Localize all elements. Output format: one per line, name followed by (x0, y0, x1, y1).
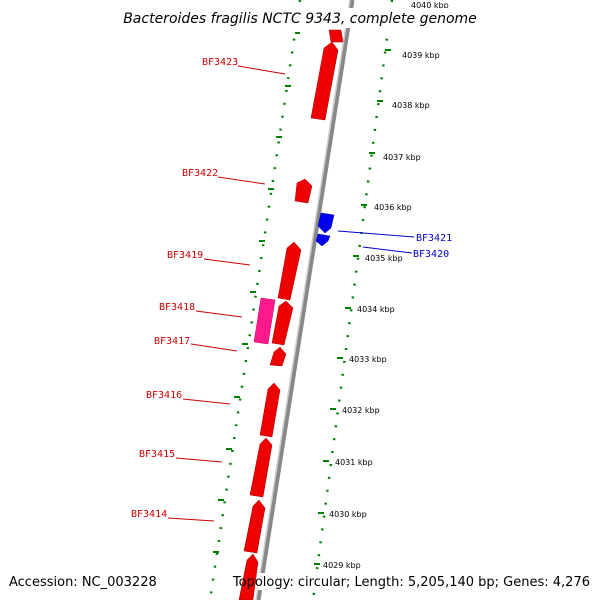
forward-genes (238, 29, 344, 600)
gene-bf3422[interactable] (294, 178, 313, 204)
gene-label-bf3421: BF3421 (416, 233, 452, 244)
tick-label-4032: 4032 kbp (342, 406, 380, 415)
leader-lines (167, 65, 415, 522)
gene-label-bf3422: BF3422 (182, 168, 218, 179)
genome-backbone-highlight (255, 0, 351, 600)
gene-label-bf3423: BF3423 (202, 57, 238, 68)
gene-bf3420[interactable] (315, 233, 331, 247)
tick-label-4029: 4029 kbp (323, 561, 361, 570)
tick-label-4038: 4038 kbp (392, 101, 430, 110)
gene-label-bf3415: BF3415 (139, 449, 175, 460)
gene-bf3414[interactable] (243, 499, 266, 554)
topology-backing (258, 573, 594, 590)
gene-label-bf3414: BF3414 (131, 509, 167, 520)
genome-backbone (255, 0, 355, 600)
gene-bf3415[interactable] (249, 437, 273, 498)
gene-bf3419[interactable] (277, 241, 302, 301)
tick-label-4034: 4034 kbp (357, 305, 395, 314)
tick-label-4039: 4039 kbp (402, 51, 440, 60)
gene-bf3421[interactable] (317, 212, 335, 234)
right-track-ticks (314, 49, 391, 565)
gene-bf3418[interactable] (253, 297, 276, 345)
reverse-genes (315, 212, 335, 247)
tick-label-4037: 4037 kbp (383, 153, 421, 162)
gene-label-bf3416: BF3416 (146, 390, 182, 401)
page-title: Bacteroides fragilis NCTC 9343, complete… (123, 11, 477, 27)
left-track-ticks (213, 32, 300, 553)
tick-label-4036: 4036 kbp (374, 203, 412, 212)
gene-label-bf3418: BF3418 (159, 302, 195, 313)
tick-label-4033: 4033 kbp (349, 355, 387, 364)
tick-label-4031: 4031 kbp (335, 458, 373, 467)
tick-label-4030: 4030 kbp (329, 510, 367, 519)
gene-bf3416a[interactable] (269, 346, 287, 367)
gene-bf3417[interactable] (271, 300, 294, 346)
title-backing (124, 8, 476, 28)
tick-label-4035: 4035 kbp (365, 254, 403, 263)
gene-label-bf3420: BF3420 (413, 249, 449, 260)
topology-text: Topology: circular; Length: 5,205,140 bp… (232, 575, 590, 590)
gene-bf3413[interactable] (238, 553, 259, 600)
gene-bf3416[interactable] (259, 382, 281, 438)
gene-label-bf3417: BF3417 (154, 336, 190, 347)
gene-bf3424[interactable] (328, 29, 344, 43)
accession-text: Accession: NC_003228 (9, 575, 157, 590)
accession-backing (6, 573, 148, 590)
gene-bf3423[interactable] (310, 41, 339, 121)
gene-label-bf3419: BF3419 (167, 250, 203, 261)
tick-label-4040: 4040 kbp (411, 1, 449, 10)
